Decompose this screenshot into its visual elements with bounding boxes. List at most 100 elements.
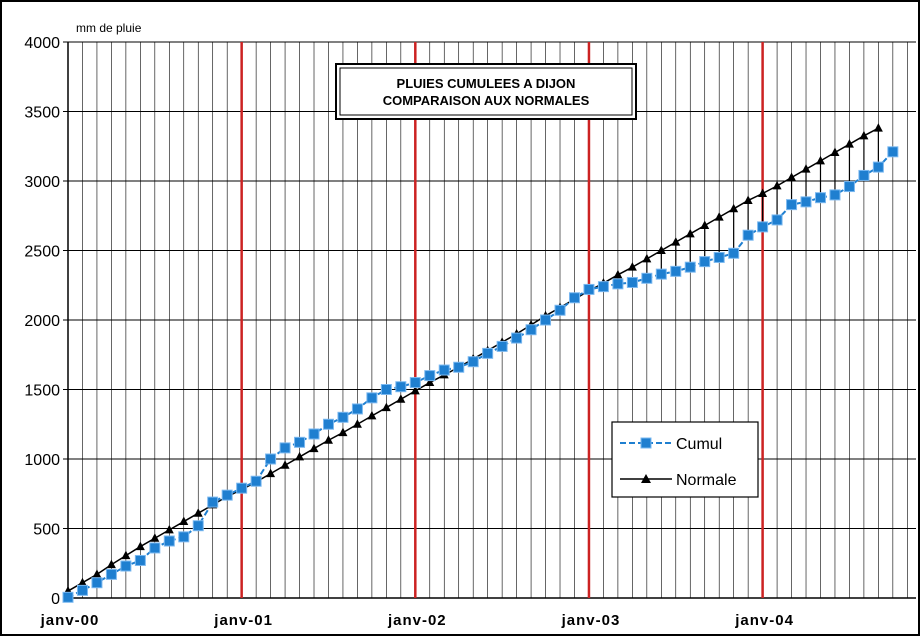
x-tick-label: janv-03 <box>561 612 621 629</box>
normale-point <box>758 188 768 198</box>
deficit-connectors <box>646 128 879 279</box>
cumul-point <box>265 453 277 465</box>
normale-point <box>92 569 102 578</box>
legend-normale-label: Normale <box>676 472 737 489</box>
cumul-point <box>380 384 392 395</box>
cumul-point <box>438 364 450 376</box>
cumul-point <box>742 229 754 241</box>
normale-point <box>164 524 174 534</box>
legend-cumul-marker <box>640 437 652 449</box>
cumul-point <box>612 278 624 290</box>
normale-point <box>801 164 811 173</box>
cumul-point <box>800 196 812 208</box>
cumul-point <box>134 554 146 566</box>
cumul-point <box>366 392 378 404</box>
cumul-point <box>250 475 262 487</box>
normale-point <box>381 402 391 412</box>
normale-point <box>193 508 203 517</box>
normale-point <box>642 253 652 263</box>
cumul-point <box>525 324 537 336</box>
normale-point <box>352 419 362 428</box>
x-axis-ticks: janv-00 janv-01 janv-02 janv-03 janv-04 <box>40 612 793 629</box>
normale-point <box>714 212 724 221</box>
cumul-point <box>221 489 233 501</box>
normale-point <box>729 203 739 213</box>
series-cumul <box>62 146 899 603</box>
y-tick-label: 1500 <box>24 383 60 400</box>
x-tick-label: janv-01 <box>213 612 273 629</box>
normale-point <box>280 460 290 469</box>
cumul-point <box>626 276 638 288</box>
normale-point <box>338 427 348 437</box>
cumul-point <box>207 496 219 508</box>
y-tick-label: 2500 <box>24 244 60 261</box>
cumul-point <box>294 436 306 448</box>
chart-title-line-2: COMPARAISON AUX NORMALES <box>383 93 590 108</box>
chart-title-line-1: PLUIES CUMULEES A DIJON <box>397 76 576 91</box>
cumul-point <box>858 169 870 181</box>
cumul-point <box>337 411 349 423</box>
normale-point <box>396 394 406 403</box>
cumul-point <box>279 442 291 454</box>
cumul-point <box>409 377 421 389</box>
normale-point <box>425 377 435 387</box>
y-tick-label: 500 <box>33 522 60 539</box>
cumul-point <box>482 347 494 359</box>
cumul-point <box>178 531 190 543</box>
cumul-point <box>670 265 682 277</box>
cumul-point <box>149 542 161 554</box>
cumul-point <box>62 591 74 603</box>
normale-point <box>844 139 854 148</box>
cumul-point <box>395 381 407 393</box>
normale-point <box>613 269 623 279</box>
normale-point <box>873 123 883 132</box>
y-tick-label: 3500 <box>24 105 60 122</box>
x-tick-label: janv-02 <box>387 612 447 629</box>
normale-point <box>656 245 666 254</box>
y-tick-label: 0 <box>51 591 60 608</box>
cumul-point <box>105 568 117 580</box>
legend: Cumul Normale <box>611 421 759 498</box>
year-separator-lines <box>240 42 764 598</box>
cumul-point <box>511 332 523 344</box>
normale-point <box>743 195 753 204</box>
cumul-point <box>91 577 103 589</box>
cumul-point <box>163 535 175 547</box>
normale-point <box>135 541 145 551</box>
y-tick-label: 3000 <box>24 174 60 191</box>
normale-point <box>859 130 869 140</box>
normale-point <box>150 533 160 542</box>
cumul-point <box>496 340 508 352</box>
cumul-point <box>424 370 436 382</box>
legend-normale-marker <box>641 474 651 483</box>
normale-point <box>627 262 637 271</box>
y-axis-ticks: 0 500 1000 1500 2000 2500 3000 3500 4000 <box>24 35 60 608</box>
normale-point <box>787 172 797 182</box>
cumul-point <box>76 584 88 596</box>
cumul-point <box>872 161 884 173</box>
cumul-point <box>843 181 855 193</box>
normale-point <box>266 468 276 478</box>
cumul-point <box>597 281 609 293</box>
cumul-point <box>568 292 580 304</box>
normale-point <box>323 435 333 444</box>
y-tick-label: 1000 <box>24 452 60 469</box>
series-normale <box>63 123 883 595</box>
cumul-point <box>728 247 740 259</box>
cumul-point <box>684 261 696 273</box>
cumul-point <box>467 356 479 368</box>
normale-point <box>106 559 116 569</box>
cumul-point <box>453 361 465 373</box>
y-tick-label: 4000 <box>24 35 60 52</box>
cumul-point <box>322 418 334 430</box>
normale-point <box>295 451 305 461</box>
cumul-point <box>308 428 320 440</box>
normale-point <box>700 220 710 229</box>
cumul-point <box>236 482 248 494</box>
cumul-point <box>351 403 363 415</box>
cumul-point <box>699 256 711 268</box>
normale-point <box>830 147 840 157</box>
horizontal-gridlines <box>63 41 916 599</box>
